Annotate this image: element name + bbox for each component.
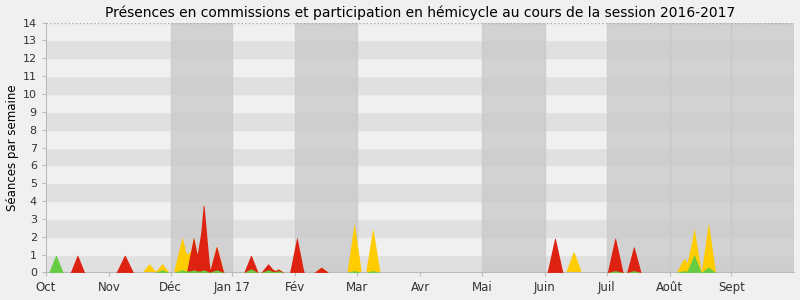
Title: Présences en commissions et participation en hémicycle au cours de la session 20: Présences en commissions et participatio… <box>105 6 735 20</box>
Bar <box>46 183 794 201</box>
Bar <box>731 22 794 272</box>
Bar <box>46 22 794 40</box>
Y-axis label: Séances par semaine: Séances par semaine <box>6 84 18 211</box>
Bar <box>46 201 794 219</box>
Bar <box>46 130 794 148</box>
Bar <box>46 255 794 272</box>
Bar <box>482 22 545 272</box>
Bar <box>46 165 794 183</box>
Bar <box>606 22 670 272</box>
Bar <box>46 94 794 112</box>
Bar <box>46 58 794 76</box>
Bar <box>46 237 794 255</box>
Bar <box>46 219 794 237</box>
Bar <box>295 22 357 272</box>
Bar <box>670 22 731 272</box>
Bar <box>170 22 232 272</box>
Bar <box>46 40 794 58</box>
Bar <box>46 76 794 94</box>
Bar <box>46 112 794 130</box>
Bar <box>46 148 794 165</box>
